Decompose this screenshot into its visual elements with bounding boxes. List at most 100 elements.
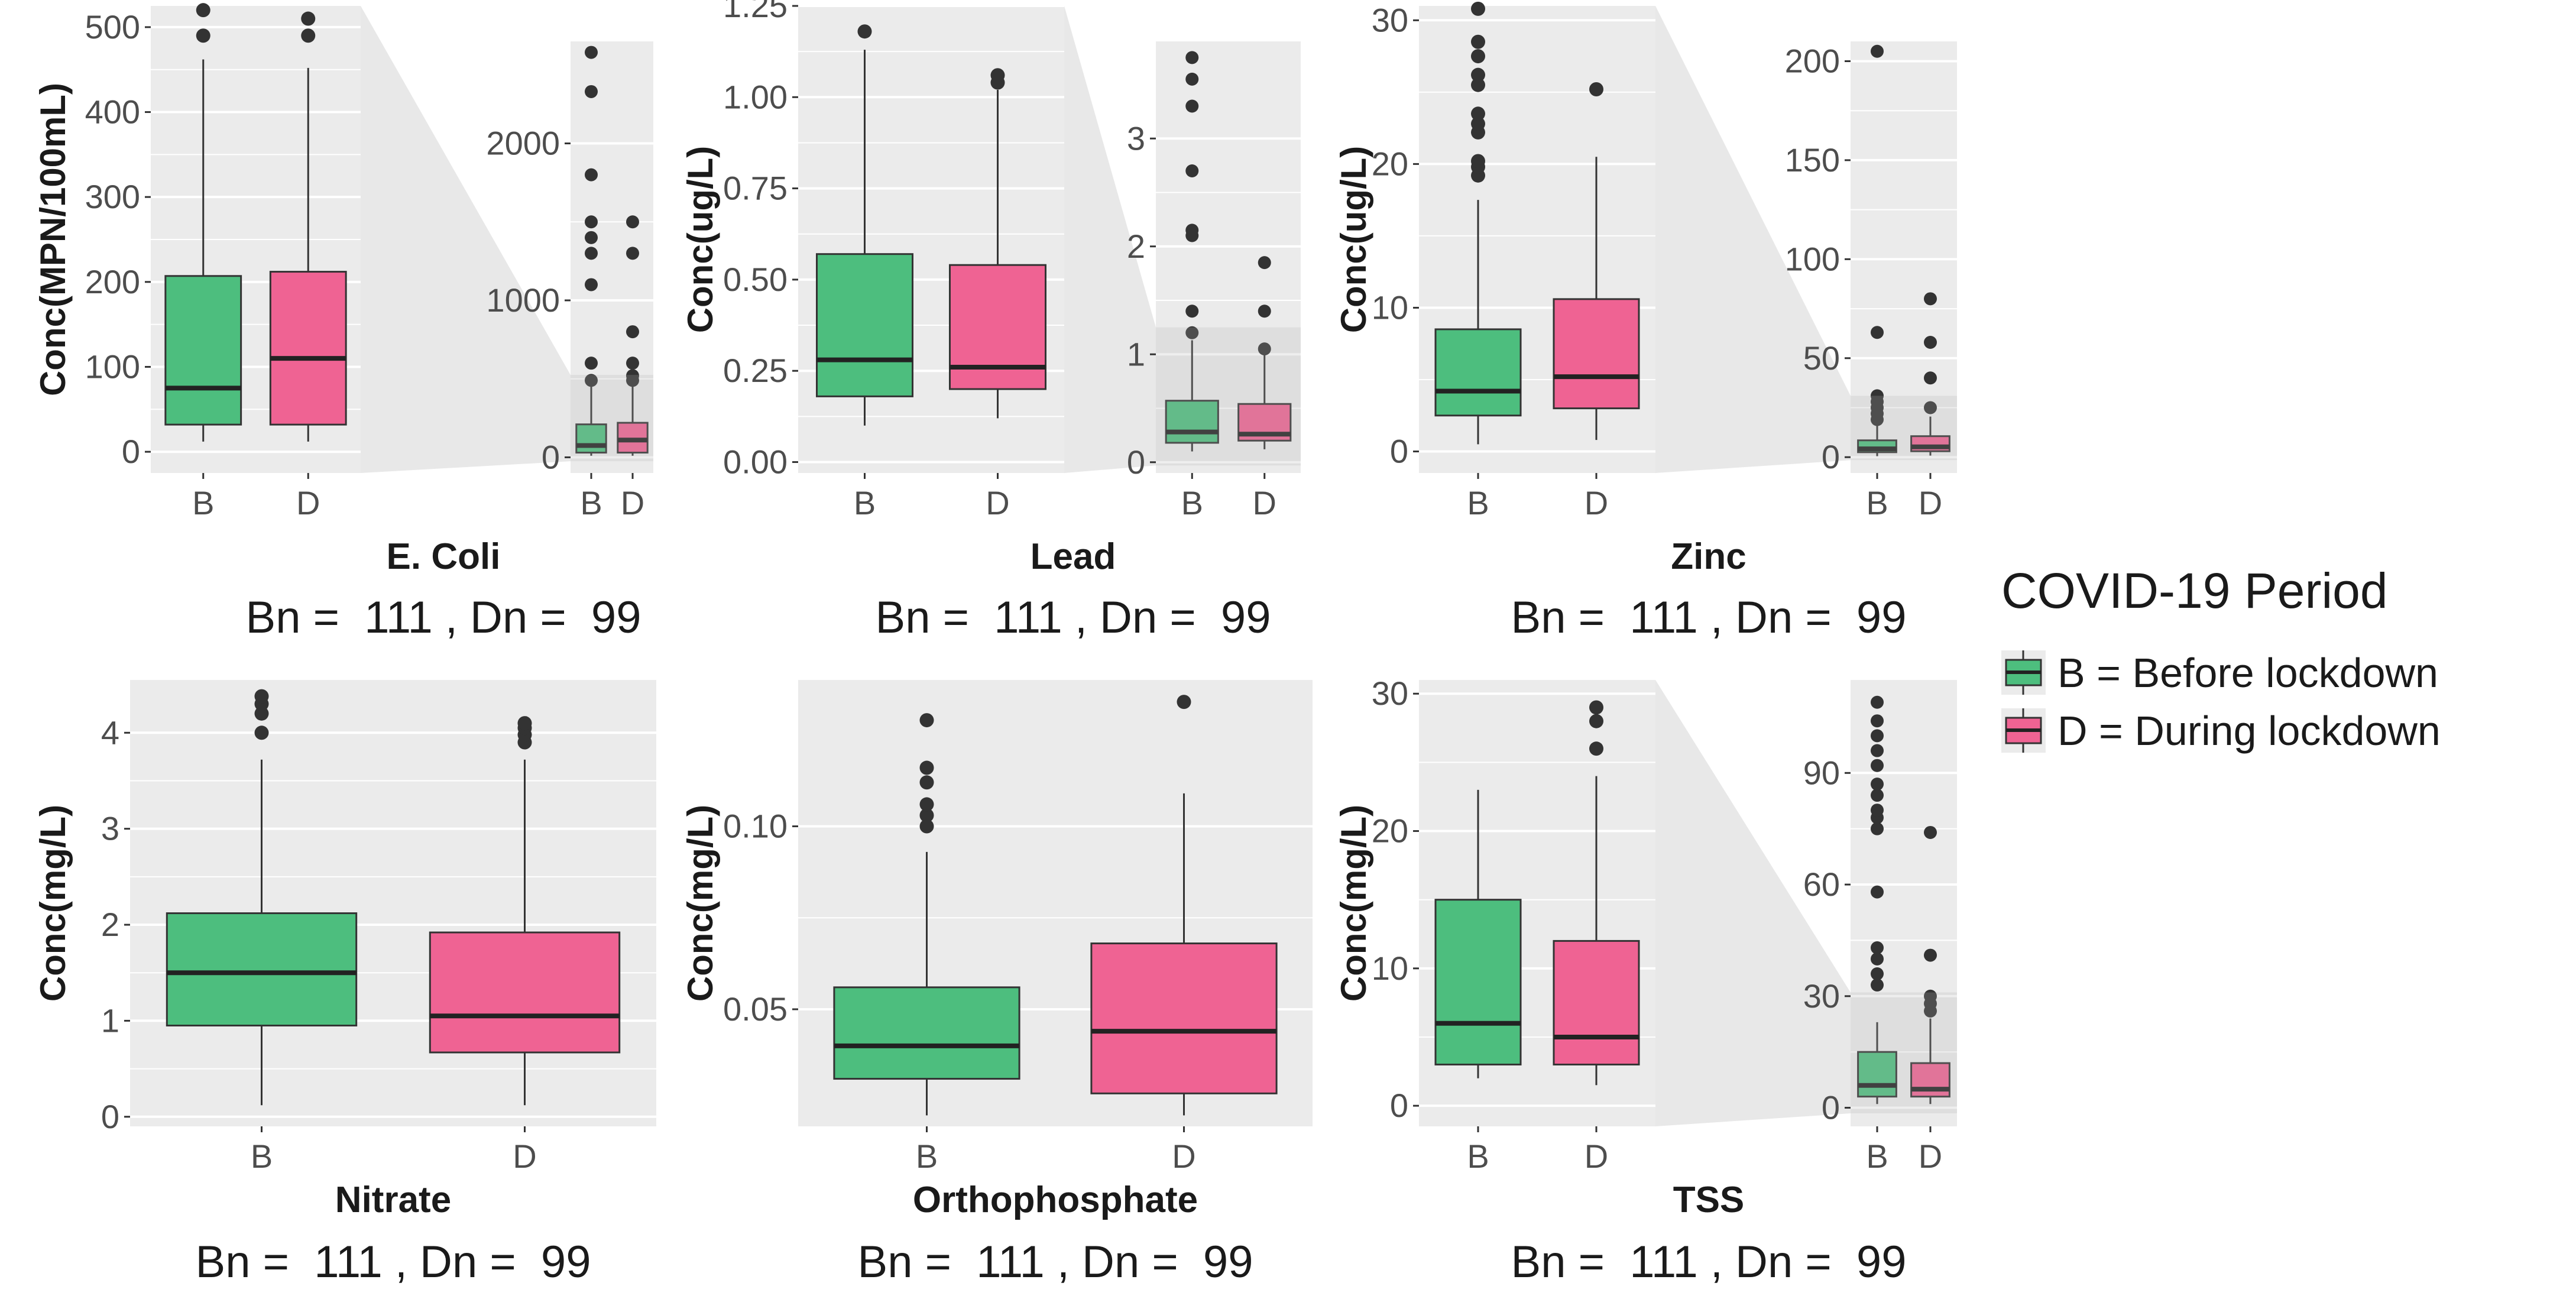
main-outlier-B (196, 3, 210, 18)
main-outlier-D (1589, 82, 1603, 96)
inset-outlier-D (626, 325, 639, 339)
main-ytick-label: 0 (1390, 1087, 1408, 1124)
inset-xtick-label: D (621, 484, 644, 521)
inset-xtick-label: D (1919, 1138, 1942, 1175)
legend: COVID-19 Period B = Before lockdown D = … (2001, 563, 2441, 754)
main-ytick-label: 0.50 (723, 261, 788, 298)
main-plot: 0 10 20 30 B D (1372, 675, 1655, 1175)
zoom-connector (361, 6, 653, 473)
main-box-B (1434, 328, 1522, 417)
inset-box-B (1165, 400, 1219, 444)
y-axis-label: Conc(mg/L) (33, 805, 73, 1002)
main-outlier-B (1471, 154, 1485, 169)
sample-size-text: Bn = 111 , Dn = 99 (1511, 592, 1907, 643)
inset-outlier-B (1871, 44, 1884, 58)
zoom-region (1156, 327, 1301, 466)
inset-ytick-label: 100 (1785, 240, 1840, 277)
main-ytick-label: 3 (101, 810, 119, 847)
main-outlier-B (919, 775, 934, 790)
inset-outlier-B (1185, 304, 1199, 318)
main-xtick-label: D (513, 1138, 536, 1175)
inset-ytick-label: 0 (542, 438, 560, 475)
main-plot: 0 10 20 30 B D (1372, 1, 1655, 521)
inset-outlier-B (1871, 978, 1884, 992)
inset-plot: 0 1000 2000 B D (486, 41, 653, 521)
main-ytick-label: 300 (85, 178, 140, 215)
inset-ytick-label: 200 (1785, 42, 1840, 79)
panel-title: Nitrate (335, 1180, 451, 1220)
inset-outlier-B (1871, 822, 1884, 835)
main-ytick-label: 20 (1372, 145, 1408, 182)
inset-outlier-B (1871, 326, 1884, 339)
main-box-D (1553, 940, 1640, 1065)
main-outlier-B (196, 28, 210, 43)
inset-outlier-D (626, 369, 639, 383)
inset-ytick-label: 1000 (486, 281, 560, 319)
inset-outlier-D (1258, 342, 1271, 356)
panel-orthophosphate: 0.05 0.10 B D Conc(mg/L) Orthophosphate Bn = 1… (681, 680, 1313, 1287)
main-plot: 0.05 0.10 B D (723, 680, 1313, 1175)
inset-outlier-B (1871, 695, 1884, 709)
main-outlier-B (254, 689, 269, 704)
inset-outlier-B (585, 374, 598, 387)
inset-ytick-label: 0 (1822, 438, 1840, 475)
main-xtick-label: D (1585, 484, 1608, 521)
main-outlier-B (1471, 67, 1485, 82)
inset-outlier-D (1924, 401, 1937, 414)
main-ytick-label: 10 (1372, 289, 1408, 326)
inset-xtick-label: B (1866, 1138, 1888, 1175)
legend-label-before: B = Before lockdown (2057, 650, 2438, 696)
main-ytick-label: 1.25 (723, 0, 788, 24)
inset-ytick-label: 60 (1803, 866, 1840, 903)
inset-outlier-B (1185, 99, 1199, 113)
inset-outlier-B (585, 357, 598, 370)
inset-outlier-B (1185, 51, 1199, 64)
main-ytick-label: 0.05 (723, 990, 788, 1028)
main-ytick-label: 1.00 (723, 78, 788, 115)
main-outlier-B (919, 797, 934, 812)
main-outlier-D (517, 716, 532, 731)
main-ytick-label: 30 (1372, 675, 1408, 712)
inset-ytick-label: 3 (1127, 119, 1145, 157)
inset-outlier-D (1924, 371, 1937, 385)
inset-outlier-B (1185, 72, 1199, 86)
sample-size-text: Bn = 111 , Dn = 99 (858, 1237, 1253, 1287)
inset-box-B (1857, 1051, 1897, 1098)
inset-outlier-B (1871, 778, 1884, 791)
panel-title: Lead (1031, 536, 1116, 577)
panel-nitrate: 0 1 2 3 4 B D Conc(mg/L) Nitrate Bn = 111 , Dn = … (33, 680, 656, 1287)
panel-title: Orthophosphate (913, 1180, 1198, 1220)
main-outlier-B (919, 713, 934, 728)
main-box-D (949, 264, 1046, 390)
main-outlier-B (1471, 1, 1485, 16)
inset-outlier-D (1924, 335, 1937, 349)
main-ytick-label: 10 (1372, 950, 1408, 987)
main-xtick-label: D (1172, 1138, 1195, 1175)
main-plot: 0 100 200 300 400 500 B D (85, 3, 361, 521)
inset-ytick-label: 0 (1127, 443, 1145, 481)
inset-ytick-label: 90 (1803, 754, 1840, 791)
main-ytick-label: 200 (85, 263, 140, 300)
inset-outlier-B (1871, 804, 1884, 817)
inset-outlier-D (626, 247, 639, 260)
zoom-region (1851, 992, 1957, 1113)
inset-outlier-B (1871, 941, 1884, 954)
inset-outlier-D (1258, 304, 1271, 318)
inset-outlier-B (1871, 744, 1884, 757)
main-outlier-B (254, 725, 269, 740)
y-axis-label: Conc(ug/L) (681, 146, 720, 333)
main-xtick-label: D (986, 484, 1009, 521)
main-ytick-label: 4 (101, 714, 119, 751)
inset-outlier-B (585, 85, 598, 98)
main-ytick-label: 0.10 (723, 808, 788, 845)
main-outlier-D (1589, 741, 1603, 756)
inset-xtick-label: B (1866, 484, 1888, 521)
panel-title: E. Coli (387, 536, 501, 577)
main-outlier-B (1471, 106, 1485, 121)
main-xtick-label: B (251, 1138, 273, 1175)
inset-outlier-D (626, 215, 639, 229)
main-ytick-label: 20 (1372, 812, 1408, 850)
main-outlier-D (301, 28, 316, 43)
